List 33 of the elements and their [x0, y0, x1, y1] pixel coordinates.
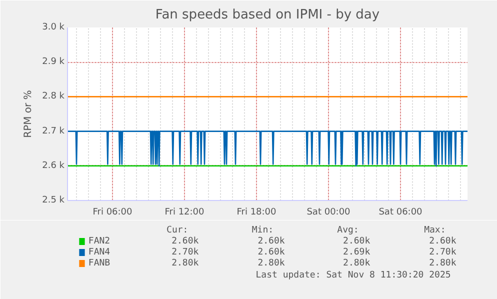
legend-label: FAN2 [88, 236, 110, 246]
text: 2.60k [172, 236, 200, 246]
text: Cur: [166, 226, 188, 236]
text: Min: [252, 226, 274, 236]
text: 2.80k [258, 258, 286, 268]
text: Avg: [337, 226, 359, 236]
text: 2.60k [258, 236, 286, 246]
text: 2.70k [429, 248, 457, 258]
y-tick-label: 2.8 k [42, 92, 66, 102]
x-tick-label: Sat 06:00 [378, 208, 423, 218]
text: 2.60k [343, 236, 371, 246]
text: 2.69k [343, 248, 371, 258]
chart-title: Fan speeds based on IPMI - by day [155, 8, 380, 22]
y-axis-title: RPM or % [23, 90, 34, 138]
text: Max: [424, 226, 446, 236]
text: Last update: Sat Nov 8 11:30:20 2025 [256, 270, 451, 280]
text: 2.60k [258, 248, 286, 258]
text: 2.70k [172, 248, 200, 258]
x-tick-label: Sat 00:00 [306, 208, 351, 218]
x-tick-label: Fri 06:00 [92, 208, 133, 218]
legend-label: FAN4 [88, 248, 110, 258]
text: 2.60k [429, 236, 457, 246]
y-tick-label: 3.0 k [42, 22, 66, 32]
x-tick-label: Fri 18:00 [236, 208, 277, 218]
text: 2.80k [172, 258, 200, 268]
y-tick-label: 2.7 k [42, 126, 66, 136]
legend-label: FANB [88, 258, 110, 268]
y-tick-label: 2.9 k [42, 57, 66, 68]
y-tick-label: 2.6 k [42, 160, 66, 171]
y-tick-label: 2.5 k [42, 196, 66, 206]
text: 2.80k [343, 258, 371, 268]
text: 2.80k [429, 258, 457, 268]
x-tick-label: Fri 12:00 [164, 208, 205, 218]
